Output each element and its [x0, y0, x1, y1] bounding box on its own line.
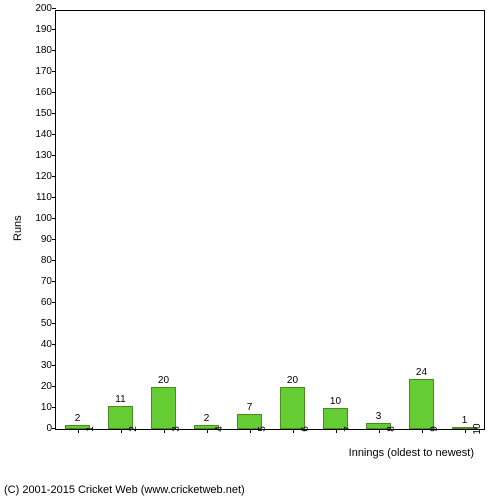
y-tick-mark	[52, 197, 56, 198]
y-tick-label: 120	[35, 172, 56, 182]
y-tick-mark	[52, 428, 56, 429]
x-tick-label: 7	[336, 426, 354, 432]
x-axis-label: Innings (oldest to newest)	[349, 447, 474, 459]
y-tick-mark	[52, 155, 56, 156]
y-tick-mark	[52, 344, 56, 345]
y-tick-label: 30	[41, 361, 56, 371]
y-tick-label: 180	[35, 46, 56, 56]
y-tick-label: 70	[41, 277, 56, 287]
y-tick-label: 0	[46, 424, 56, 434]
y-tick-mark	[52, 302, 56, 303]
y-tick-mark	[52, 29, 56, 30]
x-tick-mark	[121, 429, 122, 433]
y-tick-mark	[52, 365, 56, 366]
y-tick-label: 200	[35, 4, 56, 14]
x-tick-mark	[78, 429, 79, 433]
y-tick-label: 60	[41, 298, 56, 308]
bar-value-label: 24	[416, 367, 427, 380]
y-tick-mark	[52, 260, 56, 261]
y-tick-label: 10	[41, 403, 56, 413]
x-tick-label: 8	[379, 426, 397, 432]
y-tick-mark	[52, 239, 56, 240]
y-axis-label: Runs	[12, 215, 24, 241]
y-tick-label: 110	[36, 193, 56, 203]
bar-value-label: 2	[204, 413, 210, 426]
x-tick-mark	[465, 429, 466, 433]
x-tick-mark	[379, 429, 380, 433]
bar-value-label: 20	[158, 375, 169, 388]
bar-value-label: 20	[287, 375, 298, 388]
y-tick-mark	[52, 134, 56, 135]
x-tick-label: 6	[293, 426, 311, 432]
y-tick-mark	[52, 50, 56, 51]
y-tick-mark	[52, 8, 56, 9]
bar: 20	[280, 387, 306, 429]
x-tick-label: 3	[164, 426, 182, 432]
y-tick-label: 170	[35, 67, 56, 77]
x-tick-label: 9	[422, 426, 440, 432]
bar-value-label: 3	[376, 411, 382, 424]
bar-value-label: 11	[115, 394, 125, 407]
bar: 20	[151, 387, 177, 429]
y-tick-label: 90	[41, 235, 56, 245]
bar-value-label: 7	[247, 402, 253, 415]
x-tick-mark	[336, 429, 337, 433]
y-tick-label: 40	[41, 340, 56, 350]
y-tick-mark	[52, 218, 56, 219]
plot-area: Innings (oldest to newest) 0102030405060…	[55, 10, 485, 430]
x-tick-label: 4	[207, 426, 225, 432]
y-tick-mark	[52, 176, 56, 177]
y-tick-mark	[52, 323, 56, 324]
x-tick-mark	[250, 429, 251, 433]
x-tick-label: 1	[78, 426, 96, 432]
y-tick-label: 190	[35, 25, 56, 35]
x-tick-mark	[293, 429, 294, 433]
x-tick-label: 5	[250, 426, 268, 432]
bar-value-label: 10	[330, 396, 341, 409]
bar: 24	[409, 379, 435, 429]
y-tick-mark	[52, 407, 56, 408]
y-tick-mark	[52, 92, 56, 93]
y-tick-label: 100	[35, 214, 56, 224]
x-tick-mark	[207, 429, 208, 433]
x-tick-mark	[422, 429, 423, 433]
y-tick-mark	[52, 113, 56, 114]
chart-container: Runs Innings (oldest to newest) 01020304…	[30, 10, 490, 460]
x-tick-mark	[164, 429, 165, 433]
bar-value-label: 2	[75, 413, 81, 426]
y-tick-label: 130	[35, 151, 56, 161]
y-tick-label: 140	[35, 130, 56, 140]
y-tick-mark	[52, 71, 56, 72]
y-tick-mark	[52, 386, 56, 387]
x-tick-label: 2	[121, 426, 139, 432]
y-tick-mark	[52, 281, 56, 282]
y-tick-label: 150	[35, 109, 56, 119]
y-tick-label: 160	[35, 88, 56, 98]
y-tick-label: 20	[41, 382, 56, 392]
y-tick-label: 50	[41, 319, 56, 329]
copyright-text: (C) 2001-2015 Cricket Web (www.cricketwe…	[4, 484, 245, 496]
x-tick-label: 10	[465, 423, 483, 434]
y-tick-label: 80	[41, 256, 56, 266]
